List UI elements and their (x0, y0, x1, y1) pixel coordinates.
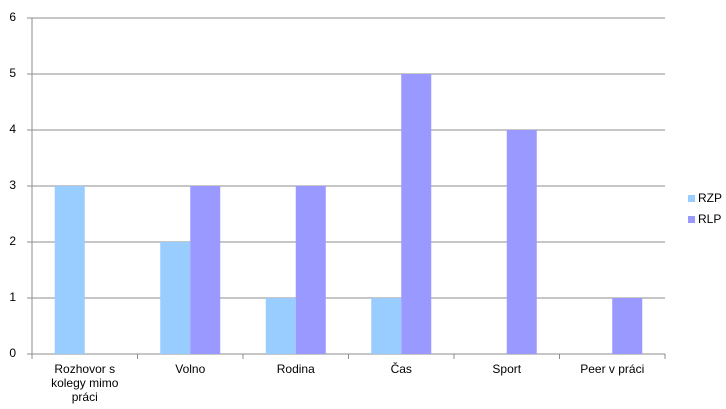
bar (371, 298, 402, 354)
x-tick-label-box: Peer v práci (580, 362, 645, 376)
y-tick-label: 6 (9, 10, 16, 24)
y-tick-label: 0 (9, 346, 16, 360)
legend-swatch (688, 195, 695, 202)
bar (612, 298, 643, 354)
x-tick-label: Volno (175, 362, 206, 376)
x-tick-label-box: Rozhovor s kolegy mimo práci (51, 362, 119, 404)
bar (190, 186, 221, 354)
y-tick-label: 1 (9, 290, 16, 304)
y-tick-label: 2 (9, 234, 16, 248)
x-tick-label-box: Čas (390, 362, 412, 376)
x-tick-label-box: Rodina (276, 362, 315, 376)
bar (160, 242, 191, 354)
y-tick-label: 3 (9, 178, 16, 192)
x-tick-label: Rozhovor s kolegy mimo práci (51, 362, 119, 404)
legend-label: RZP (698, 191, 722, 205)
x-tick-label: Sport (492, 362, 522, 376)
y-tick-label: 4 (9, 122, 16, 136)
bar (506, 130, 537, 354)
legend-swatch (688, 216, 695, 223)
bar (401, 74, 432, 354)
y-tick-label: 5 (9, 66, 16, 80)
legend-label: RLP (698, 212, 721, 226)
x-tick-label-box: Volno (175, 362, 206, 376)
x-tick-label: Rodina (276, 362, 315, 376)
bar (265, 298, 296, 354)
bar (54, 186, 85, 354)
x-tick-label: Čas (390, 362, 412, 376)
x-tick-label-box: Sport (492, 362, 522, 376)
x-tick-label: Peer v práci (580, 362, 645, 376)
bar (295, 186, 326, 354)
